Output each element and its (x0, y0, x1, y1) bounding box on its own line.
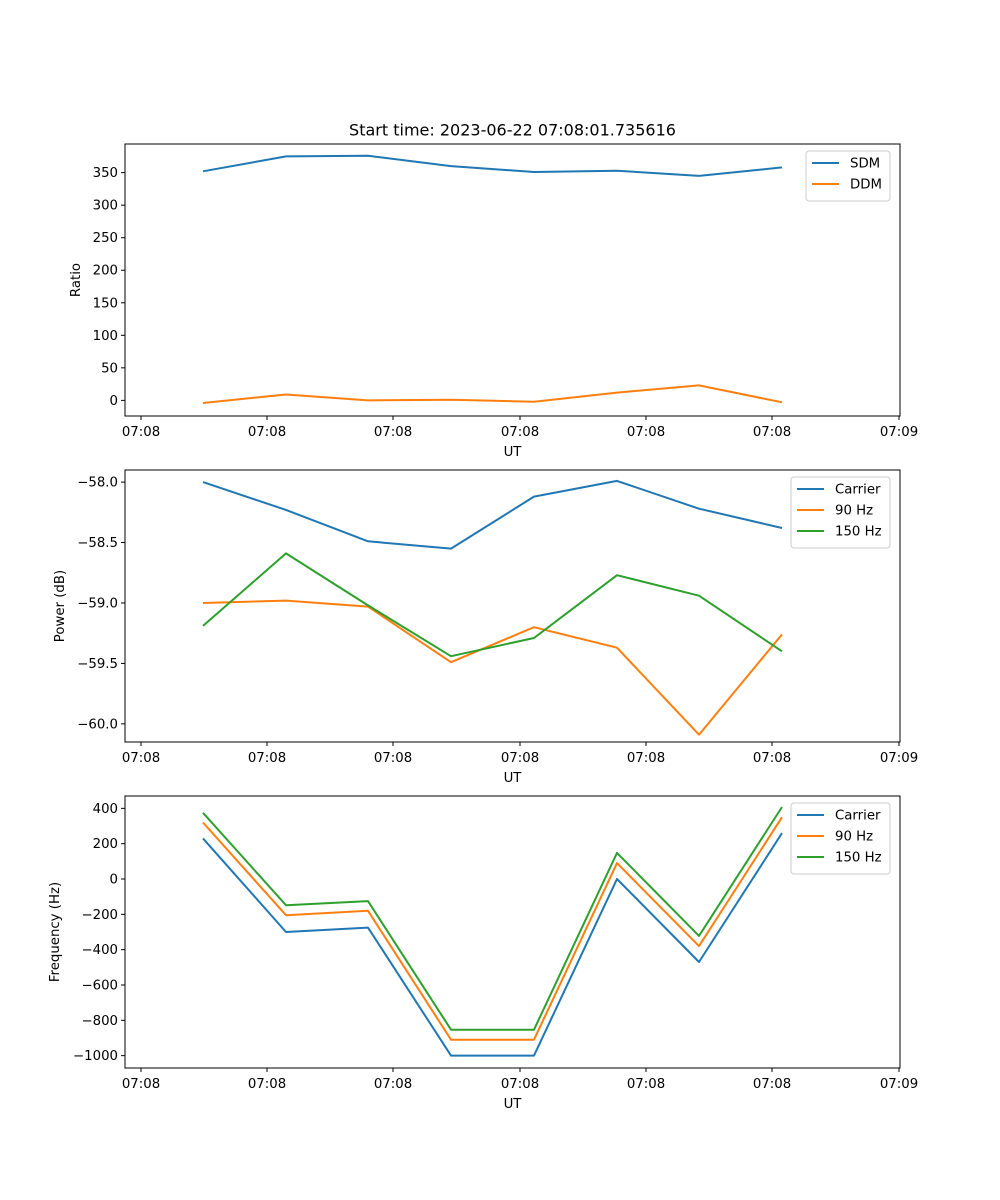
y-tick-label: −58.0 (77, 476, 118, 491)
y-tick-label: 250 (93, 231, 118, 246)
series-line-90-hz (202, 816, 783, 1041)
x-tick-label: 07:09 (880, 751, 918, 766)
y-tick-label: −60.0 (77, 717, 118, 732)
x-tick-label: 07:08 (122, 1077, 160, 1092)
x-tick-label: 07:08 (501, 1077, 539, 1092)
legend-label: 90 Hz (835, 504, 873, 519)
series-line-150-hz (202, 806, 783, 1031)
chart-panel-3: −1000 −800 −600 −400 −200 0 200 400 07:08 07:08 07… (48, 795, 918, 1112)
y-tick-label: −58.5 (77, 536, 118, 551)
series-line-sdm (202, 154, 783, 177)
x-tick-label: 07:08 (753, 425, 791, 440)
y-tick-label: 150 (93, 296, 118, 311)
y-tick-label: −800 (81, 1014, 118, 1029)
legend: Carrier 90 Hz 150 Hz (790, 802, 891, 875)
y-tick-label: 100 (93, 329, 118, 344)
x-tick-label: 07:08 (753, 1077, 791, 1092)
y-tick-label: 0 (110, 873, 118, 888)
x-tick-label: 07:08 (627, 1077, 665, 1092)
figure-title: Start time: 2023-06-22 07:08:01.735616 (349, 121, 676, 140)
y-tick-label: −400 (81, 943, 118, 958)
chart-panels: 0 50 100 150 200 250 300 350 07:08 07:08 07:08 07:0… (48, 143, 918, 1112)
axes-frame (124, 469, 901, 743)
y-tick-label: 400 (93, 802, 118, 817)
y-tick-label: −1000 (73, 1049, 118, 1064)
x-tick-label: 07:08 (248, 751, 286, 766)
y-tick-label: 200 (93, 264, 118, 279)
y-tick-label: 350 (93, 166, 118, 181)
x-tick-label: 07:08 (753, 751, 791, 766)
y-tick-label: 300 (93, 199, 118, 214)
x-tick-label: 07:08 (501, 751, 539, 766)
y-axis-label: Frequency (Hz) (48, 882, 63, 982)
y-tick-label: −59.0 (77, 596, 118, 611)
legend: Carrier 90 Hz 150 Hz (790, 476, 891, 549)
legend-label: Carrier (835, 483, 881, 498)
x-axis-label: UT (504, 445, 523, 460)
x-tick-label: 07:09 (880, 425, 918, 440)
series-line-90-hz (202, 599, 783, 736)
y-tick-label: −600 (81, 978, 118, 993)
legend-label: 150 Hz (835, 525, 882, 540)
y-axis-label: Ratio (69, 263, 84, 297)
axes-frame (124, 795, 901, 1069)
x-tick-label: 07:08 (374, 1077, 412, 1092)
y-axis-label: Power (dB) (53, 570, 68, 642)
y-tick-label: 0 (110, 394, 118, 409)
chart-panel-2: −60.0 −59.5 −59.0 −58.5 −58.0 07:08 07:08 07:08… (53, 469, 918, 786)
x-tick-label: 07:08 (122, 425, 160, 440)
x-tick-label: 07:08 (122, 751, 160, 766)
y-tick-label: 50 (101, 361, 118, 376)
x-tick-label: 07:08 (248, 425, 286, 440)
legend-label: 150 Hz (835, 851, 882, 866)
x-tick-label: 07:08 (627, 751, 665, 766)
legend-label: DDM (850, 178, 882, 193)
x-tick-label: 07:09 (880, 1077, 918, 1092)
series-line-ddm (202, 384, 783, 404)
x-axis-label: UT (504, 1097, 523, 1112)
chart-panel-1: 0 50 100 150 200 250 300 350 07:08 07:08 07:08 07:0… (69, 143, 918, 460)
axes-frame (124, 143, 901, 417)
x-tick-label: 07:08 (627, 425, 665, 440)
x-axis-label: UT (504, 771, 523, 786)
x-tick-label: 07:08 (374, 425, 412, 440)
legend-label: 90 Hz (835, 830, 873, 845)
y-tick-label: −59.5 (77, 657, 118, 672)
legend-label: SDM (850, 157, 880, 172)
x-tick-label: 07:08 (374, 751, 412, 766)
legend-label: Carrier (835, 809, 881, 824)
x-tick-label: 07:08 (501, 425, 539, 440)
x-tick-label: 07:08 (248, 1077, 286, 1092)
y-tick-label: −200 (81, 908, 118, 923)
series-line-carrier (202, 479, 783, 550)
y-tick-label: 200 (93, 837, 118, 852)
legend: SDM DDM (805, 150, 891, 202)
series-line-150-hz (202, 552, 783, 658)
series-line-carrier (202, 832, 783, 1057)
